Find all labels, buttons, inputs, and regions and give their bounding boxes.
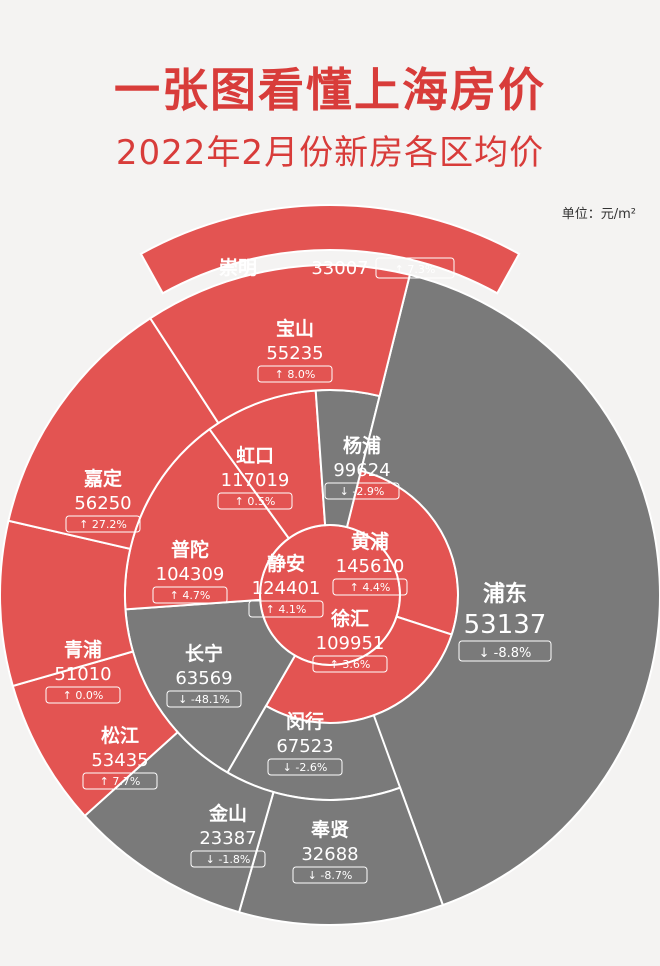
label-徐汇: 徐汇 109951 ↑ 3.6%	[312, 607, 388, 673]
district-price: 55235	[266, 343, 323, 364]
label-虹口: 虹口 117019 ↑ 0.5%	[217, 444, 293, 510]
district-name: 青浦	[64, 638, 102, 661]
district-name: 徐汇	[330, 607, 369, 630]
district-name: 长宁	[185, 642, 223, 665]
district-price: 63569	[175, 668, 232, 689]
district-name: 虹口	[236, 444, 274, 467]
district-name: 静安	[267, 552, 305, 575]
district-price: 124401	[252, 578, 321, 599]
label-青浦: 青浦 51010 ↑ 0.0%	[45, 638, 121, 704]
district-change: ↓ -1.8%	[206, 853, 251, 866]
label-长宁: 长宁 63569 ↓ -48.1%	[166, 642, 242, 708]
district-name: 闵行	[286, 710, 324, 733]
district-price: 99624	[333, 460, 390, 481]
district-change: ↑ 27.2%	[79, 518, 127, 531]
district-name: 浦东	[483, 581, 527, 607]
change-badge	[332, 578, 408, 596]
district-price: 53137	[464, 610, 547, 640]
segment-浦东	[359, 273, 660, 907]
label-普陀: 普陀 104309 ↑ 4.7%	[152, 538, 228, 604]
change-badge	[65, 515, 141, 533]
change-badge	[166, 690, 242, 708]
label-松江: 松江 53435 ↑ 7.7%	[82, 724, 158, 790]
change-badge	[248, 600, 324, 618]
district-price: 53435	[91, 750, 148, 771]
district-name: 黄浦	[351, 530, 389, 553]
segment-宝山	[148, 264, 412, 425]
label-黄浦: 黄浦 145610 ↑ 4.4%	[332, 530, 408, 596]
label-静安: 静安 124401 ↑ 4.1%	[248, 552, 324, 618]
district-price: 33007	[311, 258, 368, 279]
district-change: ↑ 0.0%	[63, 689, 104, 702]
district-name: 宝山	[276, 317, 314, 340]
district-change: ↓ -8.8%	[479, 646, 532, 661]
district-change: ↑ 0.5%	[235, 495, 276, 508]
district-price: 104309	[156, 564, 225, 585]
district-price: 23387	[199, 828, 256, 849]
change-badge	[45, 686, 121, 704]
label-嘉定: 嘉定 56250 ↑ 27.2%	[65, 467, 141, 533]
district-name: 普陀	[171, 538, 209, 561]
label-宝山: 宝山 55235 ↑ 8.0%	[257, 317, 333, 383]
change-badge	[312, 655, 388, 673]
page-subtitle: 2022年2月份新房各区均价	[115, 133, 545, 173]
district-name: 嘉定	[83, 467, 122, 490]
change-badge	[257, 365, 333, 383]
district-change: ↑ 3.6%	[330, 658, 371, 671]
label-金山: 金山 23387 ↓ -1.8%	[190, 802, 266, 868]
district-change: ↓ -2.6%	[283, 761, 328, 774]
segment-崇明	[139, 203, 521, 295]
district-price: 117019	[221, 470, 290, 491]
district-change: ↓ -2.9%	[340, 485, 385, 498]
district-name: 金山	[208, 802, 247, 825]
district-price: 109951	[316, 633, 385, 654]
district-change: ↑ 4.7%	[170, 589, 211, 602]
district-price: 145610	[336, 556, 405, 577]
page-title: 一张图看懂上海房价	[114, 63, 546, 117]
district-change: ↓ -8.7%	[308, 869, 353, 882]
district-price: 32688	[301, 844, 358, 865]
label-闵行: 闵行 67523 ↓ -2.6%	[267, 710, 343, 776]
label-杨浦: 杨浦 99624 ↓ -2.9%	[324, 434, 400, 500]
unit-label: 单位：元/m²	[561, 207, 636, 222]
district-price: 51010	[54, 664, 111, 685]
district-change: ↑ 7.7%	[100, 775, 141, 788]
district-price: 56250	[74, 493, 131, 514]
district-name: 奉贤	[310, 818, 349, 841]
district-change: ↓ -48.1%	[178, 693, 230, 706]
change-badge	[217, 492, 293, 510]
district-name: 松江	[101, 724, 139, 747]
change-badge	[324, 482, 400, 500]
district-change: ↑ 7.3%	[395, 263, 436, 276]
district-price: 67523	[276, 736, 333, 757]
change-badge	[267, 758, 343, 776]
change-badge	[375, 257, 455, 279]
change-badge	[458, 640, 552, 662]
district-change: ↑ 4.4%	[350, 581, 391, 594]
label-崇明: 崇明 33007 ↑ 7.3%	[219, 256, 455, 279]
change-badge	[152, 586, 228, 604]
district-change: ↑ 8.0%	[275, 368, 316, 381]
district-name: 杨浦	[343, 434, 381, 457]
district-name: 崇明	[219, 256, 257, 279]
district-change: ↑ 4.1%	[266, 603, 307, 616]
label-浦东: 浦东 53137 ↓ -8.8%	[458, 581, 552, 662]
change-badge	[190, 850, 266, 868]
change-badge	[82, 772, 158, 790]
change-badge	[292, 866, 368, 884]
label-奉贤: 奉贤 32688 ↓ -8.7%	[292, 818, 368, 884]
